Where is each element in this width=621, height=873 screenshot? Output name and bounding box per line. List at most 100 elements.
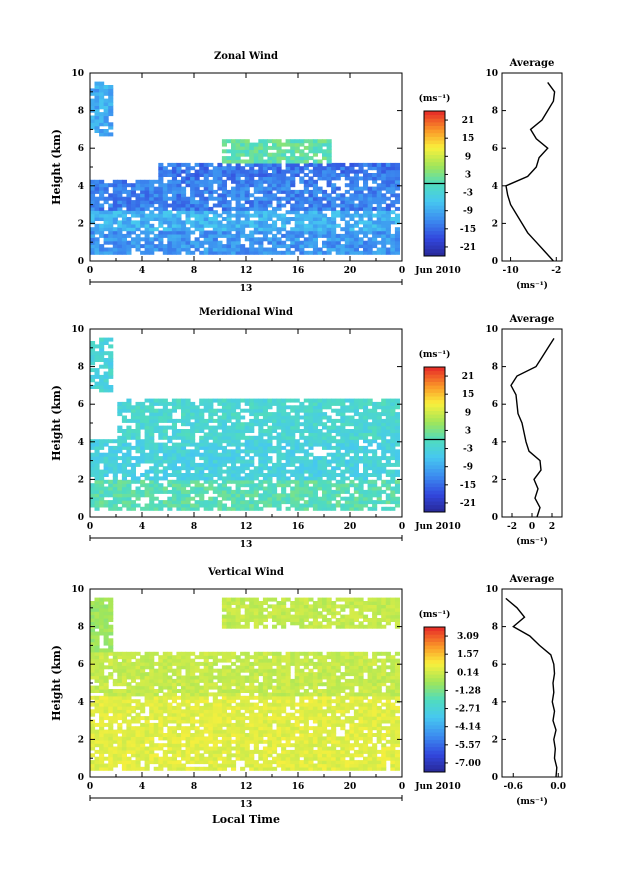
- field-cell: [171, 466, 177, 471]
- field-cell: [299, 479, 305, 484]
- field-cell: [363, 702, 369, 707]
- field-cell: [158, 702, 164, 707]
- field-cell: [376, 166, 382, 171]
- field-cell: [326, 196, 332, 201]
- field-cell: [235, 729, 241, 734]
- field-cell: [126, 398, 132, 403]
- field-cell: [167, 169, 173, 174]
- field-cell: [244, 736, 250, 741]
- field-cell: [240, 469, 246, 474]
- field-cell: [117, 466, 123, 471]
- field-cell: [181, 398, 187, 403]
- field-cell: [294, 749, 300, 754]
- field-cell: [294, 162, 300, 167]
- field-cell: [394, 483, 400, 488]
- field-cell: [231, 733, 237, 737]
- field-cell: [363, 220, 369, 225]
- field-cell: [358, 193, 364, 198]
- field-cell: [303, 439, 309, 444]
- y-tick-label: 2: [78, 219, 84, 229]
- field-cell: [144, 196, 150, 201]
- field-cell: [153, 756, 159, 761]
- field-cell: [181, 503, 187, 508]
- field-cell: [231, 695, 237, 700]
- field-cell: [299, 193, 305, 198]
- field-cell: [308, 162, 314, 167]
- field-cell: [244, 247, 250, 252]
- field-cell: [299, 169, 305, 174]
- field-cell: [199, 503, 205, 508]
- field-cell: [344, 405, 350, 410]
- field-cell: [344, 415, 350, 420]
- field-cell: [94, 733, 100, 737]
- field-cell: [258, 206, 264, 211]
- field-cell: [126, 206, 132, 211]
- field-cell: [267, 736, 273, 741]
- field-cell: [322, 466, 328, 471]
- field-cell: [317, 213, 323, 218]
- field-cell: [331, 746, 337, 751]
- field-cell: [353, 432, 359, 437]
- field-cell: [181, 493, 187, 498]
- field-cell: [208, 756, 214, 761]
- field-cell: [394, 462, 400, 467]
- field-cell: [158, 712, 164, 717]
- field-cell: [199, 756, 205, 761]
- field-cell: [299, 203, 305, 208]
- field-cell: [358, 244, 364, 249]
- field-cell: [281, 422, 287, 427]
- field-cell: [181, 500, 187, 505]
- field-cell: [381, 217, 387, 221]
- colorbar-tick-label: 21: [462, 116, 475, 126]
- field-cell: [249, 763, 255, 768]
- field-cell: [372, 500, 378, 505]
- field-cell: [90, 88, 96, 93]
- field-cell: [381, 763, 387, 768]
- field-cell: [376, 469, 382, 474]
- field-cell: [235, 435, 241, 440]
- field-cell: [135, 766, 141, 771]
- field-cell: [108, 368, 114, 373]
- field-cell: [376, 739, 382, 744]
- field-cell: [340, 408, 346, 413]
- field-cell: [99, 193, 105, 198]
- field-cell: [135, 206, 141, 211]
- field-cell: [221, 736, 227, 741]
- field-cell: [349, 456, 355, 461]
- field-cell: [185, 203, 191, 208]
- field-cell: [308, 142, 314, 147]
- field-cell: [108, 760, 114, 765]
- field-cell: [226, 763, 232, 768]
- field-cell: [231, 237, 237, 242]
- field-cell: [326, 705, 332, 710]
- field-cell: [162, 230, 168, 235]
- field-cell: [103, 91, 109, 96]
- field-cell: [353, 496, 359, 501]
- field-cell: [394, 398, 400, 403]
- field-cell: [272, 483, 278, 488]
- field-cell: [290, 756, 296, 761]
- field-cell: [117, 479, 123, 484]
- field-cell: [185, 196, 191, 201]
- field-cell: [203, 200, 209, 205]
- field-cell: [235, 503, 241, 508]
- field-cell: [208, 398, 214, 403]
- field-cell: [390, 398, 396, 403]
- field-cell: [381, 425, 387, 430]
- field-cell: [171, 203, 177, 208]
- field-cell: [112, 469, 118, 474]
- colorbar-segment: [424, 381, 445, 386]
- field-cell: [394, 722, 400, 727]
- field-cell: [390, 500, 396, 505]
- field-cell: [162, 452, 168, 457]
- field-cell: [212, 425, 218, 430]
- field-cell: [253, 189, 259, 194]
- field-cell: [217, 227, 223, 232]
- field-cell: [203, 699, 209, 704]
- field-cell: [190, 176, 196, 181]
- field-cell: [94, 743, 100, 748]
- field-cell: [381, 408, 387, 413]
- field-cell: [340, 166, 346, 171]
- field-cell: [353, 709, 359, 714]
- field-cell: [285, 196, 291, 201]
